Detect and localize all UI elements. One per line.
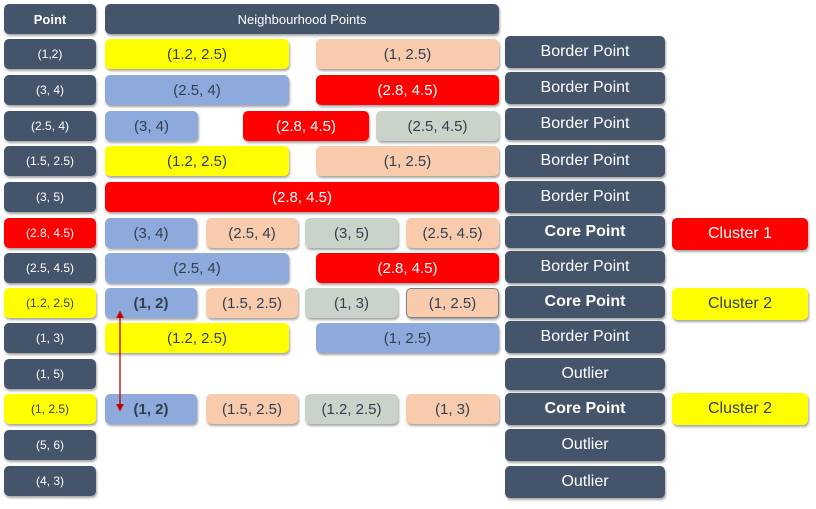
point-cell: (3, 4) [4,75,96,105]
neighbour-point: (1, 2.5) [406,288,499,318]
neighbour-point: (1.2, 2.5) [105,146,289,176]
point-cell: (1, 2.5) [4,394,96,424]
cluster-label: Cluster 2 [672,288,808,320]
neighbour-point: (1.2, 2.5) [105,39,289,69]
point-type-label: Border Point [505,181,665,213]
point-cell: (1.5, 2.5) [4,146,96,176]
neighbour-point: (1, 2.5) [316,323,499,353]
neighbour-point: (2.5, 4.5) [406,218,499,248]
neighbour-point: (3, 4) [105,218,197,248]
point-cell: (2.5, 4.5) [4,253,96,283]
neighbour-point: (1.5, 2.5) [206,394,298,424]
point-column-header: Point [4,4,96,34]
point-type-label: Outlier [505,466,665,498]
point-type-label: Outlier [505,358,665,390]
point-type-label: Outlier [505,429,665,461]
neighbour-point: (1, 3) [406,394,499,424]
neighbour-point: (2.8, 4.5) [243,111,369,141]
point-type-label: Border Point [505,145,665,177]
neighbour-point: (1.2, 2.5) [305,394,398,424]
point-cell: (1, 3) [4,323,96,353]
neighbour-point: (3, 4) [105,111,198,141]
neighbour-point: (2.8, 4.5) [316,75,499,105]
neighbour-point: (2.8, 4.5) [316,253,499,283]
point-cell: (5, 6) [4,430,96,460]
point-type-label: Border Point [505,108,665,140]
neighbour-point: (2.8, 4.5) [105,182,499,212]
neighbour-point: (1.5, 2.5) [206,288,298,318]
neighbour-point: (2.5, 4) [105,253,289,283]
neighbour-point: (2.5, 4.5) [376,111,499,141]
point-type-label: Border Point [505,36,665,68]
point-cell: (4, 3) [4,466,96,496]
point-cell: (2.8, 4.5) [4,218,96,248]
point-cell: (2.5, 4) [4,111,96,141]
point-cell: (1.2, 2.5) [4,288,96,318]
point-cell: (1, 5) [4,359,96,389]
point-type-label: Core Point [505,216,665,248]
point-type-label: Core Point [505,393,665,425]
neighbour-point: (1.2, 2.5) [105,323,289,353]
point-cell: (1,2) [4,39,96,69]
point-type-label: Border Point [505,72,665,104]
point-type-label: Core Point [505,286,665,318]
point-cell: (3, 5) [4,182,96,212]
cluster-label: Cluster 2 [672,393,808,425]
neighbour-point: (2.5, 4) [105,75,289,105]
cluster-label: Cluster 1 [672,218,808,250]
neighbourhood-points-header: Neighbourhood Points [105,4,499,34]
neighbour-point: (2.5, 4) [206,218,298,248]
neighbour-point: (1, 2.5) [316,39,499,69]
point-type-label: Border Point [505,251,665,283]
point-type-label: Border Point [505,321,665,353]
neighbour-point: (1, 2.5) [316,146,499,176]
neighbour-point: (1, 3) [305,288,398,318]
neighbour-point: (3, 5) [305,218,398,248]
